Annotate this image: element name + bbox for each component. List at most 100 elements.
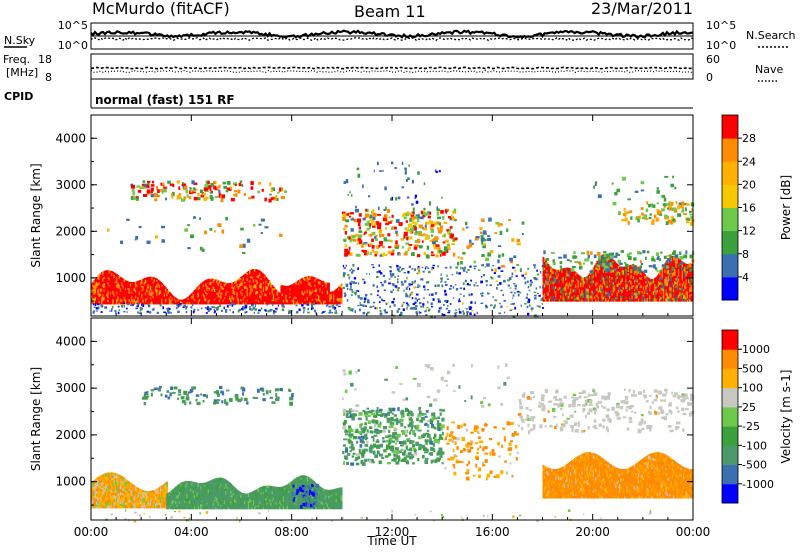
velocity-evening-upper — [517, 388, 695, 435]
velocity-ytick-label-2: 3000 — [55, 381, 86, 395]
velocity-colorbar-cell-4 — [722, 406, 738, 427]
velocity-colorbar-frame — [721, 329, 739, 504]
power-low-scatter-morning — [92, 302, 344, 315]
velocity-cb-label-3: 25 — [742, 401, 756, 414]
power-colorbar-cell-0 — [722, 276, 738, 301]
velocity-colorbar-cell-0 — [722, 483, 738, 504]
power-colorbar-cell-2 — [722, 230, 738, 255]
nsearch-label: N.Search — [746, 29, 796, 42]
velocity-xtick-label-3: 12:00 — [375, 525, 410, 539]
beam-title: Beam 11 — [354, 2, 426, 21]
nsky-series — [90, 29, 693, 39]
power-colorbar-cell-1 — [722, 253, 738, 278]
velocity-colorbar-cell-2 — [722, 445, 738, 465]
power-upper-layer — [130, 180, 288, 203]
power-afternoon-upper — [343, 161, 443, 211]
power-left-scatter — [107, 218, 165, 244]
power-evening-upper — [618, 201, 695, 227]
freq-unit-label: [MHz] — [6, 66, 38, 79]
noise-tick-right-low: 10^0 — [706, 39, 736, 52]
velocity-afternoon-band — [342, 406, 446, 466]
nave-series — [90, 69, 693, 74]
velocity-colorbar-cell-8 — [722, 330, 738, 350]
velocity-xtick-label-2: 08:00 — [274, 525, 309, 539]
power-band-morning — [91, 269, 343, 305]
cpid-label: CPID — [4, 90, 33, 103]
velocity-colorbar-cell-6 — [722, 368, 738, 389]
velocity-colorbar-title: Velocity [m s-1] — [779, 370, 793, 464]
power-cb-label-6: 28 — [742, 132, 756, 145]
velocity-cb-label-1: 500 — [742, 362, 763, 375]
velocity-cb-label-2: 100 — [742, 382, 763, 395]
velocity-xlabel: Time UT — [366, 534, 417, 548]
power-ylabel: Slant Range [km] — [29, 163, 43, 267]
velocity-ytick-label-3: 4000 — [55, 334, 86, 348]
velocity-afternoon-tail — [443, 421, 520, 481]
velocity-cb-label-6: -500 — [742, 459, 767, 472]
velocity-upper-layer — [142, 385, 294, 406]
power-cb-label-4: 20 — [742, 178, 756, 191]
velocity-blue-streak — [291, 484, 320, 510]
nave-tick-low: 0 — [706, 71, 713, 84]
velocity-cb-label-4: -25 — [742, 420, 760, 433]
velocity-band-early — [91, 472, 169, 509]
nsky-label: N.Sky — [4, 34, 36, 47]
velocity-colorbar-cell-1 — [722, 464, 738, 485]
velocity-xtick-label-1: 04:00 — [174, 525, 209, 539]
power-ytick-label-0: 1000 — [55, 271, 86, 285]
power-mid-scatter-morning — [184, 216, 283, 254]
velocity-xtick-label-5: 20:00 — [575, 525, 610, 539]
freq-tick-low: 8 — [45, 71, 52, 84]
power-colorbar-cell-5 — [722, 161, 738, 185]
power-cb-label-1: 8 — [742, 248, 749, 261]
power-evening-edge — [543, 250, 695, 274]
noise-tick-right-high: 10^5 — [706, 19, 736, 32]
power-ground-scatter — [342, 263, 545, 318]
power-cb-label-0: 4 — [742, 271, 749, 284]
date-title: 23/Mar/2011 — [591, 0, 694, 18]
power-colorbar-cell-7 — [722, 115, 738, 139]
power-afternoon-band — [341, 208, 458, 259]
velocity-band-morning — [166, 475, 343, 510]
nsearch-series — [90, 36, 694, 42]
velocity-ytick-label-0: 1000 — [55, 475, 86, 489]
power-afternoon-tail — [457, 217, 525, 273]
velocity-ylabel: Slant Range [km] — [29, 367, 43, 471]
velocity-cb-label-0: 1000 — [742, 343, 770, 356]
velocity-colorbar-cell-3 — [722, 426, 738, 446]
velocity-xtick-label-0: 00:00 — [74, 525, 109, 539]
velocity-cb-label-7: -1000 — [742, 478, 774, 491]
freq-series — [90, 66, 694, 70]
velocity-ytick-label-1: 2000 — [55, 428, 86, 442]
nave-tick-high: 60 — [706, 53, 720, 66]
velocity-cb-label-5: -100 — [742, 439, 767, 452]
power-cb-label-2: 12 — [742, 225, 756, 238]
velocity-afternoon-upper — [342, 363, 510, 408]
power-colorbar-title: Power [dB] — [779, 175, 793, 240]
power-ytick-label-1: 2000 — [55, 224, 86, 238]
power-cb-label-5: 24 — [742, 155, 756, 168]
noise-tick-left-high: 10^5 — [58, 19, 88, 32]
power-cb-label-3: 16 — [742, 202, 756, 215]
velocity-panel — [91, 363, 695, 523]
velocity-xtick-label-6: 00:00 — [676, 525, 711, 539]
power-colorbar-cell-4 — [722, 184, 738, 208]
power-colorbar-cell-6 — [722, 138, 738, 162]
velocity-colorbar-cell-5 — [722, 387, 738, 408]
power-evening-top — [593, 175, 695, 207]
freq-tick-high: 18 — [38, 53, 52, 66]
freq-label: Freq. — [3, 53, 30, 66]
power-ytick-label-2: 3000 — [55, 178, 86, 192]
freq-panel-frame — [90, 53, 694, 80]
noise-tick-left-low: 10^0 — [58, 39, 88, 52]
power-colorbar-cell-3 — [722, 207, 738, 232]
cpid-value: normal (fast) 151 RF — [95, 93, 235, 107]
radar-title: McMurdo (fitACF) — [92, 0, 230, 18]
power-panel — [91, 161, 695, 318]
velocity-colorbar-cell-7 — [722, 349, 738, 369]
nave-label: Nave — [755, 63, 783, 76]
velocity-band-evening — [542, 452, 694, 499]
velocity-xtick-label-4: 16:00 — [475, 525, 510, 539]
power-ytick-label-3: 4000 — [55, 131, 86, 145]
